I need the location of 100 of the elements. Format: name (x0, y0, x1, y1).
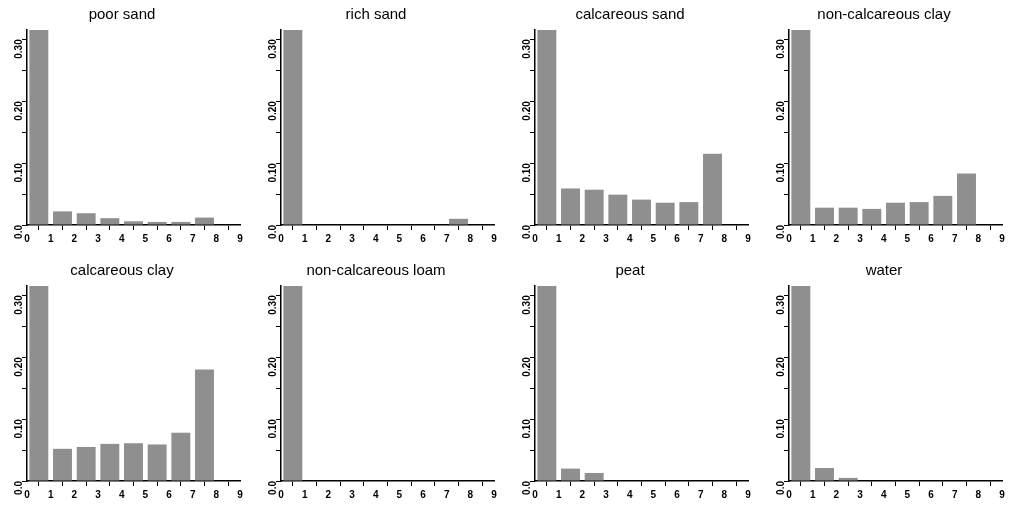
x-tick-label: 3 (857, 232, 864, 244)
x-tick-label: 4 (626, 488, 633, 500)
y-tick-label: 0.30 (266, 294, 278, 315)
y-tick-label: 0.10 (520, 162, 532, 183)
x-tick-label: 1 (47, 488, 54, 500)
y-tick-label: 0.10 (266, 162, 278, 183)
y-tick-label: 0.0 (266, 224, 278, 239)
x-tick-label: 6 (674, 488, 681, 500)
y-tick-label: 0.20 (12, 100, 24, 121)
x-tick-label: 2 (71, 232, 78, 244)
y-tick-label: 0.30 (774, 38, 786, 59)
y-tick-label: 0.20 (266, 100, 278, 121)
x-tick-label: 7 (951, 488, 958, 500)
y-tick-label: 0.0 (266, 480, 278, 495)
x-tick-label: 9 (237, 488, 244, 500)
chart-title: calcareous sand (575, 5, 685, 23)
x-tick-label: 3 (603, 232, 610, 244)
y-tick-label: 0.30 (520, 294, 532, 315)
x-tick-label: 0 (24, 488, 31, 500)
x-tick-label: 8 (721, 232, 728, 244)
x-tick-label: 0 (786, 232, 793, 244)
x-tick-label: 6 (928, 488, 935, 500)
x-tick-label: 6 (420, 488, 427, 500)
x-tick-label: 5 (396, 488, 403, 500)
x-tick-label: 1 (301, 488, 308, 500)
x-tick-label: 1 (809, 488, 816, 500)
x-tick-label: 2 (833, 232, 840, 244)
y-tick-label: 0.0 (520, 224, 532, 239)
x-tick-label: 0 (532, 232, 539, 244)
x-tick-label: 8 (975, 488, 982, 500)
x-tick-label: 7 (189, 488, 196, 500)
y-tick-label: 0.30 (12, 294, 24, 315)
x-tick-label: 0 (786, 488, 793, 500)
x-tick-label: 7 (697, 232, 704, 244)
y-tick-label: 0.0 (774, 224, 786, 239)
chart-title: calcareous clay (70, 261, 175, 279)
x-tick-label: 4 (372, 232, 379, 244)
chart-title: rich sand (345, 5, 407, 23)
chart-title: non-calcareous loam (306, 261, 446, 279)
y-tick-label: 0.10 (266, 418, 278, 439)
y-tick-label: 0.30 (266, 38, 278, 59)
x-tick-label: 2 (325, 488, 332, 500)
x-tick-label: 9 (745, 488, 752, 500)
x-tick-label: 9 (491, 488, 498, 500)
x-tick-label: 4 (372, 488, 379, 500)
y-tick-label: 0.10 (774, 162, 786, 183)
x-tick-label: 1 (809, 232, 816, 244)
y-tick-label: 0.20 (520, 100, 532, 121)
x-tick-label: 4 (880, 488, 887, 500)
x-tick-label: 0 (24, 232, 31, 244)
x-tick-label: 4 (118, 232, 125, 244)
y-tick-label: 0.30 (12, 38, 24, 59)
x-tick-label: 3 (349, 232, 356, 244)
x-tick-label: 5 (904, 232, 911, 244)
chart-title: water (864, 261, 903, 279)
x-tick-label: 5 (650, 232, 657, 244)
x-tick-label: 6 (928, 232, 935, 244)
x-tick-label: 3 (603, 488, 610, 500)
x-tick-label: 4 (626, 232, 633, 244)
y-tick-label: 0.20 (266, 356, 278, 377)
x-tick-label: 8 (213, 488, 220, 500)
y-tick-label: 0.10 (12, 162, 24, 183)
x-tick-label: 0 (278, 488, 285, 500)
x-tick-label: 1 (555, 232, 562, 244)
y-tick-label: 0.10 (774, 418, 786, 439)
x-tick-label: 8 (467, 232, 474, 244)
x-tick-label: 6 (166, 232, 173, 244)
x-tick-label: 8 (467, 488, 474, 500)
x-tick-label: 2 (71, 488, 78, 500)
y-tick-label: 0.20 (774, 356, 786, 377)
y-tick-label: 0.30 (520, 38, 532, 59)
x-tick-label: 9 (237, 232, 244, 244)
x-tick-label: 6 (166, 488, 173, 500)
x-tick-label: 6 (420, 232, 427, 244)
x-tick-label: 1 (47, 232, 54, 244)
x-tick-label: 5 (142, 488, 149, 500)
x-tick-label: 9 (999, 232, 1006, 244)
x-tick-label: 6 (674, 232, 681, 244)
y-tick-label: 0.0 (774, 480, 786, 495)
x-tick-label: 0 (532, 488, 539, 500)
x-tick-label: 8 (721, 488, 728, 500)
x-tick-label: 2 (579, 232, 586, 244)
x-tick-label: 9 (491, 232, 498, 244)
chart-title: non-calcareous clay (817, 5, 952, 23)
y-tick-label: 0.0 (12, 480, 24, 495)
chart-title: poor sand (88, 5, 156, 23)
x-tick-label: 7 (951, 232, 958, 244)
y-tick-label: 0.20 (774, 100, 786, 121)
x-tick-label: 5 (650, 488, 657, 500)
x-tick-label: 5 (904, 488, 911, 500)
x-tick-label: 7 (189, 232, 196, 244)
y-tick-label: 0.0 (12, 224, 24, 239)
y-tick-label: 0.10 (520, 418, 532, 439)
x-tick-label: 2 (833, 488, 840, 500)
x-tick-label: 8 (213, 232, 220, 244)
x-tick-label: 5 (142, 232, 149, 244)
x-tick-label: 3 (349, 488, 356, 500)
x-tick-label: 4 (118, 488, 125, 500)
x-tick-label: 2 (325, 232, 332, 244)
x-tick-label: 8 (975, 232, 982, 244)
